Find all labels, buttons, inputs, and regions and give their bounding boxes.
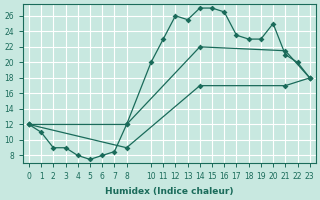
X-axis label: Humidex (Indice chaleur): Humidex (Indice chaleur): [105, 187, 234, 196]
